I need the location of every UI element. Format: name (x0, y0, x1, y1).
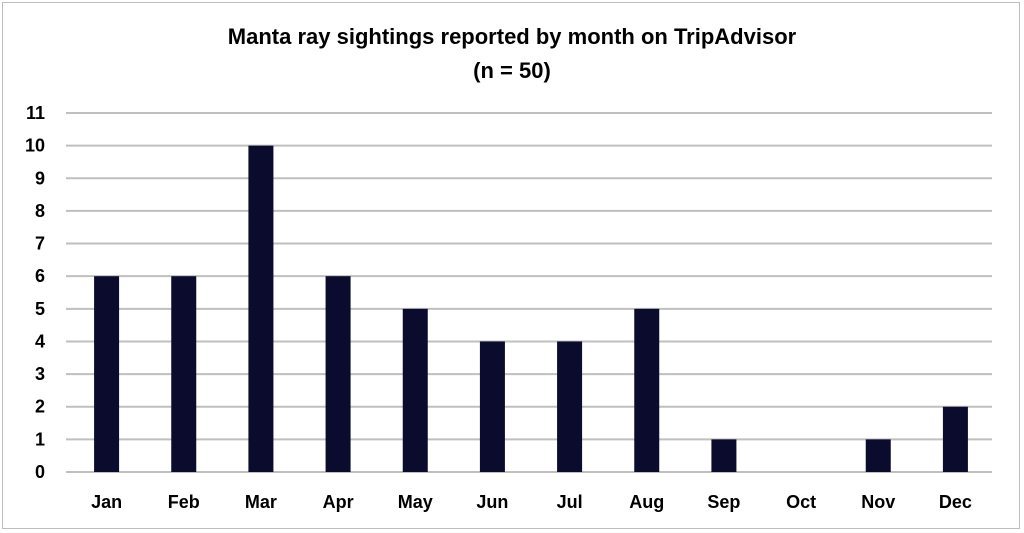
x-tick-label-jun: Jun (476, 492, 508, 512)
chart-title: Manta ray sightings reported by month on… (228, 24, 797, 49)
y-tick-label: 10 (25, 136, 45, 156)
x-tick-label-mar: Mar (245, 492, 277, 512)
bar-aug (634, 308, 660, 472)
bar-mar (248, 145, 274, 473)
bar-feb (171, 276, 197, 472)
chart-subtitle: (n = 50) (473, 58, 551, 83)
x-tick-label-dec: Dec (939, 492, 972, 512)
y-tick-label: 3 (35, 364, 45, 384)
y-tick-label: 1 (35, 429, 45, 449)
y-tick-label: 11 (26, 103, 45, 123)
y-tick-label: 2 (35, 397, 45, 417)
gridlines (66, 112, 992, 473)
y-tick-label: 0 (35, 462, 45, 482)
y-tick-label: 7 (35, 234, 45, 254)
x-tick-label-nov: Nov (861, 492, 895, 512)
bar-jan (94, 276, 120, 472)
bar-sep (711, 439, 737, 472)
bar-may (402, 308, 428, 472)
x-tick-label-aug: Aug (629, 492, 664, 512)
bar-jun (479, 341, 505, 472)
x-tick-label-jan: Jan (91, 492, 122, 512)
y-tick-label: 5 (35, 299, 45, 319)
x-tick-label-may: May (398, 492, 433, 512)
bars (94, 145, 968, 473)
y-axis: 0 1 2 3 4 5 6 7 8 9 10 11 (25, 103, 45, 482)
y-tick-label: 4 (35, 331, 45, 351)
bar-dec (942, 406, 968, 472)
y-tick-label: 8 (35, 201, 45, 221)
x-tick-label-oct: Oct (786, 492, 816, 512)
y-tick-label: 6 (35, 266, 45, 286)
y-tick-label: 9 (35, 168, 45, 188)
bar-jul (557, 341, 583, 472)
x-axis: Jan Feb Mar Apr May Jun Jul Aug Sep Oct Nov Dec (91, 492, 972, 512)
bar-nov (865, 439, 891, 472)
x-tick-label-jul: Jul (557, 492, 583, 512)
bar-apr (325, 276, 351, 472)
x-tick-label-apr: Apr (323, 492, 354, 512)
x-tick-label-sep: Sep (707, 492, 740, 512)
x-tick-label-feb: Feb (168, 492, 200, 512)
